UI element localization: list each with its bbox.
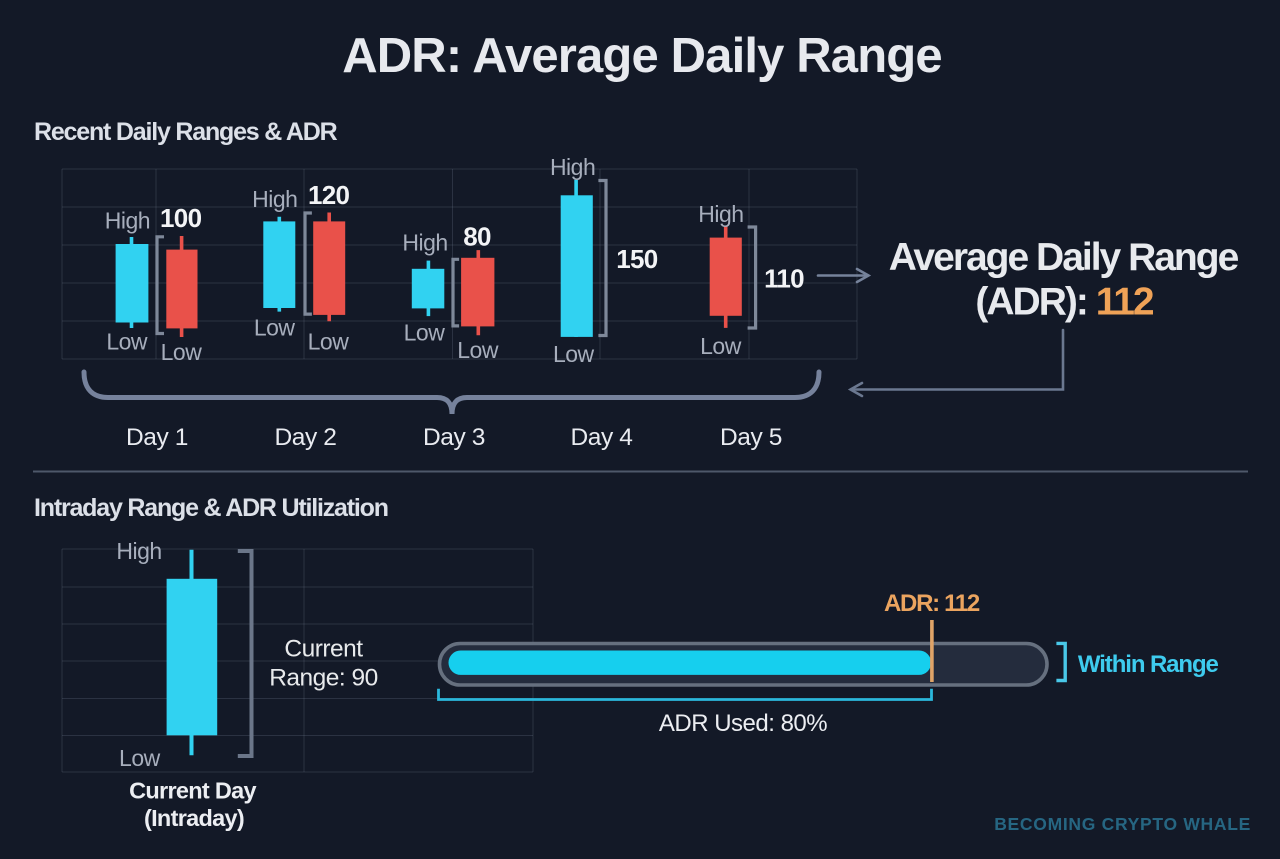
svg-text:Low: Low [161,339,203,365]
svg-text:Day 3: Day 3 [423,424,485,451]
svg-text:Low: Low [404,320,446,346]
svg-text:Within Range: Within Range [1078,651,1219,678]
svg-text:Recent Daily Ranges & ADR: Recent Daily Ranges & ADR [34,118,338,146]
svg-text:High: High [252,186,297,212]
svg-text:100: 100 [160,203,202,233]
svg-text:80: 80 [463,222,491,252]
svg-text:Low: Low [700,333,742,359]
svg-text:(Intraday): (Intraday) [144,805,244,831]
svg-text:Average Daily Range: Average Daily Range [889,236,1239,279]
svg-text:Range: 90: Range: 90 [269,665,378,692]
svg-text:Day 5: Day 5 [720,424,782,451]
svg-text:Intraday Range & ADR Utilizati: Intraday Range & ADR Utilization [34,494,388,522]
svg-text:Day 2: Day 2 [274,424,336,451]
svg-text:ADR Used: 80%: ADR Used: 80% [659,710,827,737]
svg-text:BECOMING CRYPTO WHALE: BECOMING CRYPTO WHALE [994,814,1251,834]
svg-text:High: High [105,208,150,234]
svg-text:High: High [116,538,161,564]
svg-text:Low: Low [119,745,161,771]
svg-text:Low: Low [308,328,350,354]
svg-text:Low: Low [254,314,296,340]
svg-text:Day 4: Day 4 [570,424,632,451]
svg-text:120: 120 [308,180,350,210]
svg-text:ADR: 112: ADR: 112 [884,590,980,617]
svg-text:High: High [698,201,743,227]
svg-text:ADR: Average Daily Range: ADR: Average Daily Range [342,29,942,83]
svg-text:Current Day: Current Day [129,778,256,804]
svg-text:High: High [550,154,595,180]
svg-text:Low: Low [106,328,148,354]
svg-text:(ADR): 112: (ADR): 112 [975,281,1154,324]
svg-text:150: 150 [616,244,658,274]
svg-text:Day 1: Day 1 [126,424,188,451]
svg-text:Current: Current [284,636,363,663]
svg-text:Low: Low [457,337,499,363]
svg-text:110: 110 [764,264,804,294]
svg-text:Low: Low [553,341,595,367]
svg-text:High: High [402,230,447,256]
